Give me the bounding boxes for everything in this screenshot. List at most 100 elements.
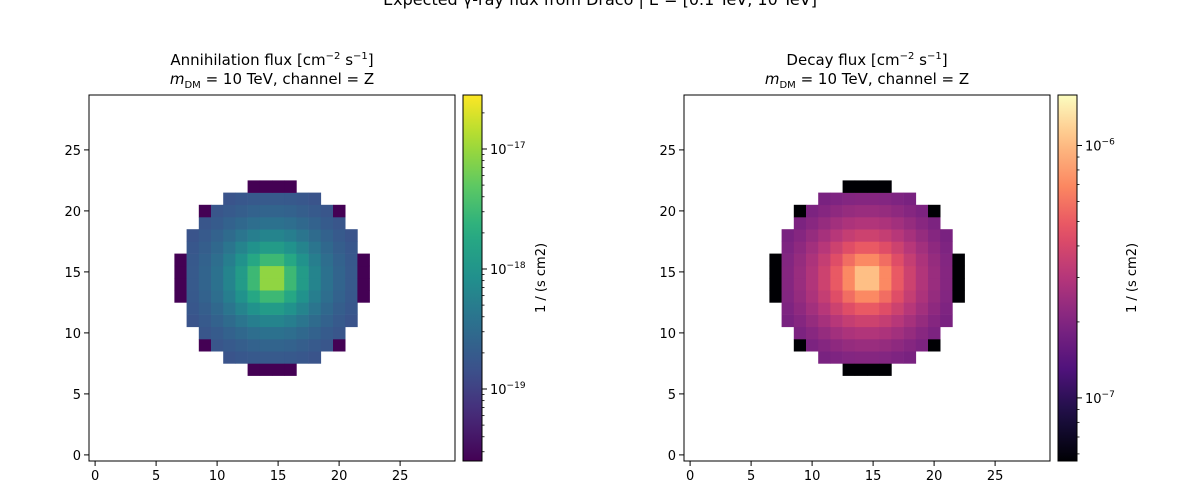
heatmap-cell <box>174 253 187 267</box>
heatmap-cell <box>235 326 248 340</box>
heatmap-cell <box>940 241 953 254</box>
heatmap-cell <box>891 302 904 315</box>
heatmap-cell <box>879 217 892 230</box>
heatmap-cell <box>357 290 370 303</box>
heatmap-cell <box>198 278 212 291</box>
heatmap-cell <box>223 290 236 303</box>
heatmap-cell <box>867 265 880 279</box>
decay-colorbar-label: 1 / (s cm2) <box>1125 243 1140 313</box>
heatmap-cell <box>781 241 795 254</box>
heatmap-cell <box>940 229 953 242</box>
heatmap-cell <box>854 363 868 376</box>
heatmap-cell <box>223 217 236 230</box>
heatmap-cell <box>284 229 297 242</box>
heatmap-cell <box>357 278 370 291</box>
heatmap-cell <box>915 253 929 267</box>
heatmap-cell <box>818 314 831 328</box>
heatmap-cell <box>891 217 904 230</box>
heatmap-cell <box>940 278 953 291</box>
heatmap-cell <box>211 314 224 328</box>
heatmap-cell <box>928 217 941 230</box>
annihilation-panel: Annihilation flux [cm−2 s−1] mDM = 10 Te… <box>64 51 549 484</box>
heatmap-cell <box>308 351 322 364</box>
heatmap-cell <box>854 229 868 242</box>
heatmap-cell <box>879 314 892 328</box>
heatmap-cell <box>867 217 880 230</box>
heatmap-cell <box>320 217 334 230</box>
heatmap-cell <box>903 192 917 206</box>
heatmap-cell <box>842 229 856 242</box>
heatmap-cell <box>915 229 929 242</box>
heatmap-cell <box>296 339 309 352</box>
heatmap-cell <box>879 192 892 206</box>
heatmap-cell <box>345 229 358 242</box>
decay-panel: Decay flux [cm−2 s−1] mDM = 10 TeV, chan… <box>659 51 1140 484</box>
heatmap-cell <box>928 241 941 254</box>
heatmap-cell <box>781 302 795 315</box>
heatmap-cell <box>211 229 224 242</box>
heatmap-cell <box>345 302 358 315</box>
heatmap-cell <box>915 339 929 352</box>
heatmap-cell <box>842 265 856 279</box>
heatmap-cell <box>891 265 904 279</box>
heatmap-cell <box>818 326 831 340</box>
heatmap-cell <box>940 302 953 315</box>
heatmap-cell <box>867 326 880 340</box>
heatmap-cell <box>284 180 297 193</box>
heatmap-cell <box>235 351 248 364</box>
heatmap-cell <box>867 314 880 328</box>
heatmap-cell <box>903 339 917 352</box>
heatmap-cell <box>903 278 917 291</box>
heatmap-cell <box>272 278 285 291</box>
heatmap-cell <box>320 229 334 242</box>
colorbar-tick-label: 10−19 <box>490 381 526 398</box>
decay-title-line1: Decay flux [cm−2 s−1] <box>786 51 947 69</box>
heatmap-cell <box>940 265 953 279</box>
heatmap-cell <box>891 278 904 291</box>
decay-heatmap <box>769 180 965 376</box>
heatmap-cell <box>272 180 285 193</box>
heatmap-cell <box>247 265 261 279</box>
heatmap-cell <box>186 241 200 254</box>
heatmap-cell <box>186 314 200 328</box>
heatmap-cell <box>842 180 856 193</box>
heatmap-cell <box>284 314 297 328</box>
heatmap-cell <box>781 314 795 328</box>
heatmap-cell <box>818 339 831 352</box>
heatmap-cell <box>284 192 297 206</box>
decay-title-line2: mDM = 10 TeV, channel = Z <box>765 70 969 91</box>
heatmap-cell <box>320 302 334 315</box>
heatmap-cell <box>854 253 868 267</box>
heatmap-cell <box>854 339 868 352</box>
heatmap-cell <box>806 253 819 267</box>
heatmap-cell <box>259 180 273 193</box>
heatmap-cell <box>259 265 273 279</box>
heatmap-cell <box>903 217 917 230</box>
heatmap-cell <box>891 204 904 218</box>
heatmap-cell <box>223 265 236 279</box>
heatmap-cell <box>198 204 212 218</box>
heatmap-cell <box>928 229 941 242</box>
heatmap-cell <box>320 253 334 267</box>
heatmap-cell <box>308 241 322 254</box>
heatmap-cell <box>235 278 248 291</box>
heatmap-cell <box>284 302 297 315</box>
decay-x-axis: 0 5 10 15 20 25 <box>686 461 1003 484</box>
heatmap-cell <box>235 314 248 328</box>
heatmap-cell <box>235 229 248 242</box>
heatmap-cell <box>793 314 807 328</box>
heatmap-cell <box>818 290 831 303</box>
heatmap-cell <box>247 192 261 206</box>
x-tick-label: 0 <box>686 469 694 484</box>
heatmap-cell <box>879 229 892 242</box>
heatmap-cell <box>818 204 831 218</box>
annihilation-title-line2: mDM = 10 TeV, channel = Z <box>170 70 374 91</box>
colorbar-tick-label: 10−18 <box>490 261 526 278</box>
heatmap-cell <box>854 314 868 328</box>
heatmap-cell <box>830 302 843 315</box>
figure-suptitle: Expected γ-ray flux from Draco | E = [0.… <box>383 0 817 9</box>
heatmap-cell <box>333 265 346 279</box>
heatmap-cell <box>272 290 285 303</box>
heatmap-cell <box>333 339 346 352</box>
